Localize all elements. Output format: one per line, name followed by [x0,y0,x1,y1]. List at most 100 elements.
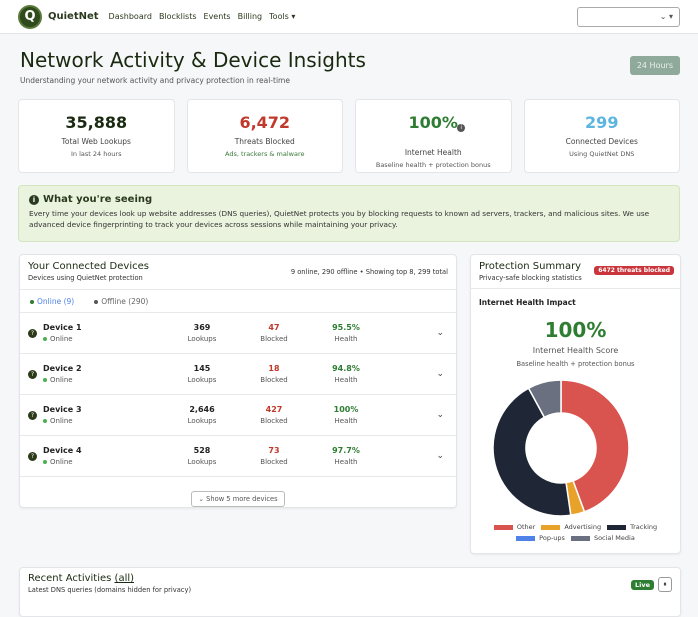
devices-title: Your Connected Devices [28,261,149,272]
page-title: Network Activity & Device Insights [20,48,366,72]
stat-value: 299 [585,113,619,132]
recent-activities-card: Recent Activities (all) Latest DNS queri… [19,567,681,617]
device-name: Device 1 [43,323,82,332]
health-score: 100% [544,318,607,342]
device-health: 100% [333,405,359,414]
donut-slice-tracking[interactable] [492,387,572,517]
pause-button[interactable]: ⏸ [658,577,672,592]
legend-item[interactable]: Advertising [541,523,601,531]
info-icon: i [29,195,39,205]
lookups-label: Lookups [187,376,217,384]
legend-item[interactable]: Tracking [607,523,657,531]
protection-title: Protection Summary [479,261,582,272]
show-more-devices-button[interactable]: ⌄ Show 5 more devices [191,491,285,507]
health-impact-heading: Internet Health Impact [479,298,576,307]
legend-item[interactable]: Other [493,523,535,531]
stat-card: 299 Connected Devices Using QuietNet DNS [523,99,680,173]
health-label: Health [334,335,358,343]
device-lookups: 528 [193,446,211,455]
chevron-down-icon: ⌄ ▾ [659,12,673,21]
device-name: Device 4 [43,446,82,455]
health-score-label: Internet Health Score [532,346,619,355]
tab-offline[interactable]: Offline (290) [84,297,158,306]
question-icon: ? [28,369,37,379]
nav-dashboard[interactable]: Dashboard [108,12,152,21]
stat-label: Connected Devices [565,137,638,146]
device-row[interactable]: ? Device 1 Online 369 Lookups 47 Blocked 95… [20,312,456,353]
blocked-label: Blocked [260,417,288,425]
stat-card: 6,472 Threats Blocked Ads, trackers & ma… [186,99,343,173]
question-icon: ? [28,451,37,461]
nav-billing[interactable]: Billing [237,12,263,21]
device-status: Online [50,458,73,466]
lookups-label: Lookups [187,335,217,343]
tab-online[interactable]: Online (9) [20,290,85,313]
chevron-down-icon[interactable]: ⌄ [436,410,444,420]
stat-sub: Using QuietNet DNS [569,150,635,158]
blocked-label: Blocked [260,458,288,466]
nav-blocklists[interactable]: Blocklists [158,12,197,21]
navbar: Q QuietNet Dashboard Blocklists Events B… [0,0,698,34]
device-name: Device 3 [43,405,82,414]
device-lookups: 145 [193,364,211,373]
chevron-down-icon[interactable]: ⌄ [436,328,444,338]
recent-all-link[interactable]: (all) [114,573,135,584]
legend-item[interactable]: Social Media [570,534,635,542]
legend-item[interactable]: Pop-ups [516,534,565,542]
chevron-down-icon[interactable]: ⌄ [436,369,444,379]
lookups-label: Lookups [187,417,217,425]
logo[interactable]: Q [18,4,42,29]
device-blocked: 47 [268,323,280,332]
device-health: 97.7% [332,446,360,455]
health-label: Health [334,458,358,466]
device-row[interactable]: ? Device 4 Online 528 Lookups 73 Blocked 97… [20,435,456,476]
device-blocked: 73 [268,446,280,455]
info-text: Every time your devices look up website … [29,209,650,229]
nav-events[interactable]: Events [203,12,231,21]
stat-label: Threats Blocked [234,137,295,146]
info-icon[interactable]: i [457,124,466,132]
brand-name[interactable]: QuietNet [48,11,99,22]
device-health: 94.8% [332,364,360,373]
donut-slice-other[interactable] [560,379,630,513]
device-health: 95.5% [332,323,360,332]
devices-subtitle: Devices using QuietNet protection [28,274,143,282]
stat-value: 6,472 [239,113,291,132]
device-lookups: 369 [193,323,211,332]
blocked-label: Blocked [260,376,288,384]
info-banner: i What you're seeing Every time your devi… [18,185,680,242]
device-row[interactable]: ? Device 2 Online 145 Lookups 18 Blocked 94… [20,353,456,394]
info-title: What you're seeing [43,194,153,205]
device-name: Device 2 [43,364,82,373]
stat-card: 35,888 Total Web Lookups In last 24 hour… [18,99,175,173]
blocked-label: Blocked [260,335,288,343]
question-icon: ? [28,410,37,420]
live-badge: Live [630,580,654,590]
protection-card: Protection Summary Privacy-safe blocking… [470,254,681,554]
device-row[interactable]: ? Device 3 Online 2,646 Lookups 427 Blocked… [20,394,456,435]
time-range-badge[interactable]: 24 Hours [629,56,680,75]
device-blocked: 18 [268,364,280,373]
stat-sub: Ads, trackers & malware [225,150,305,158]
stat-value: 100% [408,113,458,132]
donut-slice-social-media[interactable] [527,379,562,419]
device-status: Online [50,417,73,425]
lookups-label: Lookups [187,458,217,466]
threats-blocked-badge: 6472 threats blocked [594,266,674,275]
chevron-down-icon[interactable]: ⌄ [436,451,444,461]
device-lookups: 2,646 [189,405,215,414]
protection-subtitle: Privacy-safe blocking statistics [479,274,582,282]
device-status: Online [50,335,73,343]
health-score-sub: Baseline health + protection bonus [516,360,635,368]
stat-sub: In last 24 hours [70,150,122,158]
device-status: Online [50,376,73,384]
account-select[interactable]: ⌄ ▾ [577,6,680,27]
health-label: Health [334,376,358,384]
health-label: Health [334,417,358,425]
stat-label: Total Web Lookups [61,137,131,146]
page-subtitle: Understanding your network activity and … [20,76,290,85]
stat-value: 35,888 [65,113,128,132]
blocking-donut-chart [492,379,630,517]
devices-summary: 9 online, 290 offline • Showing top 8, 2… [290,268,448,276]
nav-tools-dropdown[interactable]: Tools ▾ [269,12,296,21]
